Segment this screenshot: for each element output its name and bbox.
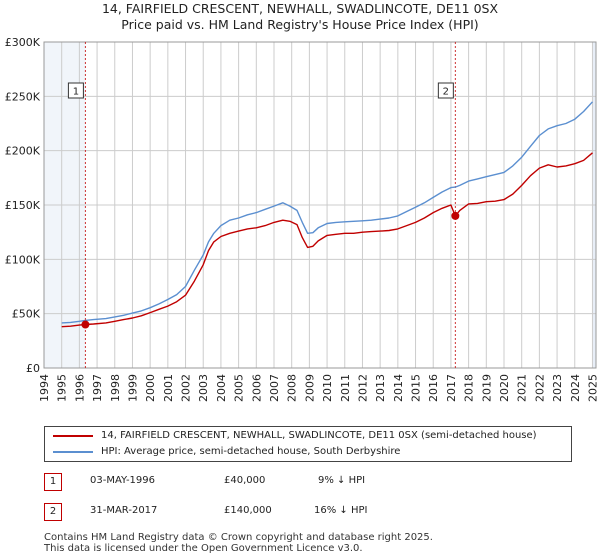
legend: 14, FAIRFIELD CRESCENT, NEWHALL, SWADLIN…	[44, 426, 572, 462]
transaction-row: 1 03-MAY-1996 £40,000 9% ↓ HPI	[44, 473, 564, 495]
y-tick-label: £100K	[5, 253, 41, 266]
x-tick-label: 2008	[286, 374, 299, 402]
transaction-price: £40,000	[224, 475, 266, 486]
x-tick-label: 2010	[321, 374, 334, 402]
legend-swatch-price	[53, 435, 93, 437]
y-tick-label: £200K	[5, 145, 41, 158]
legend-label-price: 14, FAIRFIELD CRESCENT, NEWHALL, SWADLIN…	[101, 430, 537, 441]
transaction-hpi-diff: 16% ↓ HPI	[314, 505, 368, 516]
x-tick-label: 2013	[374, 374, 387, 402]
transaction-hpi-diff: 9% ↓ HPI	[318, 475, 366, 486]
chart-title: 14, FAIRFIELD CRESCENT, NEWHALL, SWADLIN…	[101, 1, 499, 16]
transaction-date: 31-MAR-2017	[90, 505, 158, 516]
sale-label-text: 1	[73, 87, 79, 98]
footer-copyright: Contains HM Land Registry data © Crown c…	[44, 532, 433, 543]
x-tick-label: 2012	[356, 374, 369, 402]
x-tick-label: 2024	[569, 374, 582, 402]
x-tick-label: 2023	[551, 374, 564, 402]
x-tick-label: 2004	[215, 374, 228, 402]
sale-label-box	[67, 82, 84, 99]
price-chart: £0 £50K £100K £150K £200K £250K £300K 1994 1995 1…	[5, 36, 600, 402]
x-tick-label: 1994	[38, 374, 51, 402]
x-tick-label: 2007	[268, 374, 281, 402]
x-tick-label: 2011	[339, 374, 352, 402]
legend-item-hpi: HPI: Average price, semi-detached house,…	[53, 444, 400, 460]
legend-label-hpi: HPI: Average price, semi-detached house,…	[101, 446, 401, 457]
y-tick-label: £250K	[5, 90, 41, 103]
x-tick-label: 2001	[162, 374, 175, 402]
legend-swatch-hpi	[53, 451, 93, 453]
x-tick-label: 1997	[91, 374, 104, 402]
x-tick-label: 2006	[250, 374, 263, 402]
x-tick-label: 2014	[392, 374, 405, 402]
x-tick-label: 1999	[126, 374, 139, 402]
price-paid-line	[61, 152, 593, 328]
transaction-row: 2 31-MAR-2017 £140,000 16% ↓ HPI	[44, 503, 564, 525]
x-tick-label: 2020	[498, 374, 511, 402]
y-tick-label: £0	[26, 362, 40, 375]
sale-point	[81, 320, 90, 329]
transaction-badge: 2	[44, 503, 62, 521]
x-tick-label: 2003	[197, 374, 210, 402]
plot-area	[43, 41, 597, 369]
chart-subtitle: Price paid vs. HM Land Registry's House …	[121, 17, 479, 32]
x-tick-label: 1995	[56, 374, 69, 402]
x-tick-label: 2018	[463, 374, 476, 402]
transaction-price: £140,000	[224, 505, 272, 516]
legend-item-price: 14, FAIRFIELD CRESCENT, NEWHALL, SWADLIN…	[53, 428, 537, 444]
x-tick-label: 1996	[73, 374, 86, 402]
x-tick-label: 2022	[533, 374, 546, 402]
y-tick-label: £150K	[5, 199, 41, 212]
x-tick-label: 2016	[427, 374, 440, 402]
x-tick-label: 2017	[445, 374, 458, 402]
x-tick-label: 2005	[233, 374, 246, 402]
x-tick-label: 2021	[516, 374, 529, 402]
y-tick-label: £300K	[5, 36, 41, 49]
sale-point	[451, 211, 460, 220]
x-tick-label: 2002	[180, 374, 193, 402]
x-tick-label: 2009	[303, 374, 316, 402]
x-tick-label: 2025	[586, 374, 599, 402]
x-tick-label: 2015	[410, 374, 423, 402]
transaction-badge: 1	[44, 473, 62, 491]
sale-label-text: 2	[443, 87, 449, 98]
x-tick-label: 1998	[109, 374, 122, 402]
y-tick-label: £50K	[12, 308, 41, 321]
transaction-date: 03-MAY-1996	[90, 475, 156, 486]
x-tick-label: 2019	[480, 374, 493, 402]
sale-label-box	[437, 82, 454, 99]
footer-licence: This data is licensed under the Open Gov…	[44, 543, 363, 554]
hpi-line	[61, 101, 594, 324]
x-tick-label: 2000	[144, 374, 157, 402]
